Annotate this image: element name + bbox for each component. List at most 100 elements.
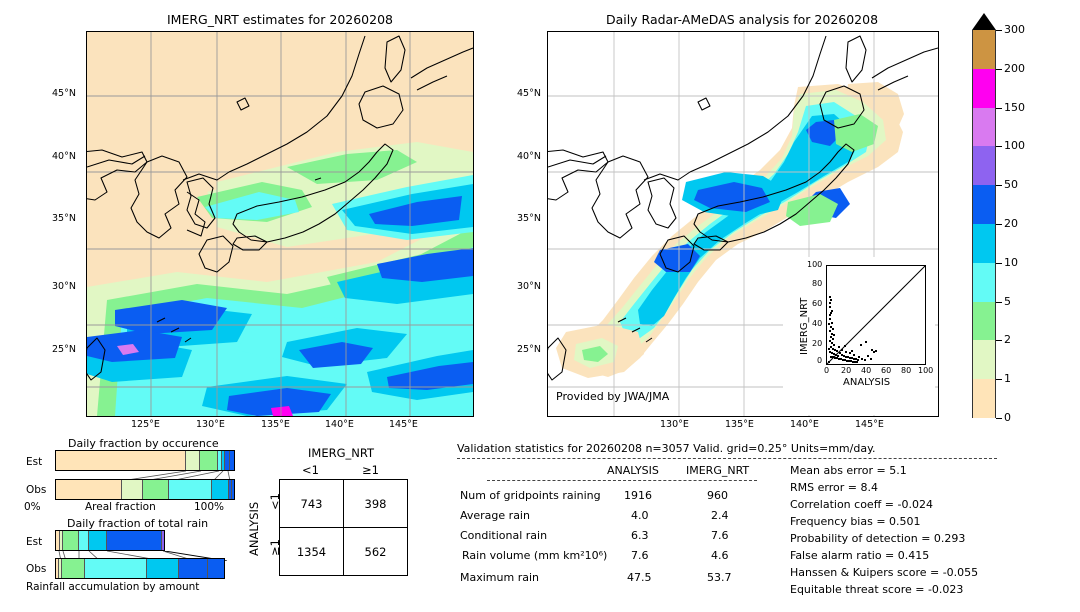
colorbar-tick-mark (996, 262, 1002, 264)
bar-seg-10-20 (89, 531, 107, 550)
colorbar-label-0: 0 (1004, 411, 1011, 424)
validation-col-header-analysis: ANALYSIS (607, 464, 659, 477)
cell-lt1-ge1: 398 (343, 479, 408, 528)
colorbar-seg-300 (972, 30, 996, 69)
validation-row-imerg: 53.7 (707, 571, 732, 584)
scatter-y-tick-100: 100 (807, 260, 823, 269)
colorbar[interactable] (972, 13, 996, 418)
validation-row-label: Rain volume (mm km²10⁶) (462, 549, 608, 562)
right-lon-tick-135: 135°E (725, 419, 754, 430)
colorbar-label-1: 1 (1004, 372, 1011, 386)
colorbar-tick-mark (996, 185, 1002, 187)
right-panel-title: Daily Radar-AMeDAS analysis for 20260208 (605, 12, 879, 27)
total-rain-caption: Rainfall accumulation by amount (26, 581, 200, 593)
validation-divider-top (457, 458, 997, 459)
colorbar-tick-mark (996, 68, 1002, 70)
contingency-table[interactable]: 743 398 1354 562 (279, 479, 408, 576)
scatter-x-tick-40: 40 (861, 366, 872, 375)
colorbar-label-10: 10 (1004, 255, 1018, 269)
score-equitable-threat: Equitable threat score = -0.023 (790, 583, 964, 596)
scatter-x-tick-0: 0 (824, 366, 830, 375)
colorbar-seg-50 (972, 185, 996, 224)
occurrence-est-bar[interactable] (55, 450, 235, 471)
bar-seg-1-2 (121, 480, 144, 499)
scatter-x-tick-100: 100 (918, 366, 934, 375)
colorbar-tick-mark (996, 340, 1002, 342)
map-credit: Provided by JWA/JMA (556, 390, 670, 403)
validation-row-analysis: 7.6 (631, 549, 649, 562)
left-lat-tick-35: 35°N (52, 213, 76, 224)
colorbar-label-100: 100 (1004, 139, 1025, 153)
colorbar-seg-1 (972, 379, 996, 418)
bar-seg-2-5 (62, 559, 85, 578)
imerg-precip-field (87, 32, 473, 416)
validation-row-analysis: 47.5 (627, 571, 652, 584)
bar-seg-0-1 (56, 531, 60, 550)
bar-seg-5-10 (79, 531, 90, 550)
left-panel-title: IMERG_NRT estimates for 20260208 (166, 12, 393, 27)
colorbar-over-arrow (972, 13, 996, 30)
scatter-ylabel: IMERG_NRT (799, 297, 810, 355)
scatter-y-tick-80: 80 (812, 279, 823, 288)
contingency-row-header: ANALYSIS (247, 501, 261, 556)
imerg-map-panel[interactable] (86, 31, 474, 417)
scatter-y-tick-40: 40 (812, 319, 823, 328)
total-rain-chart-title: Daily fraction of total rain (67, 517, 209, 530)
bar-seg-0-1 (56, 480, 122, 499)
validation-row-imerg: 4.6 (711, 549, 729, 562)
right-lat-tick-45: 45°N (517, 88, 541, 99)
validation-row-analysis: 4.0 (631, 509, 649, 522)
table-row: 1354 562 (279, 527, 408, 576)
scatter-x-tick-60: 60 (881, 366, 892, 375)
bar-seg-2-5 (200, 451, 219, 470)
validation-divider-mid (487, 480, 757, 481)
bar-seg-50plus (229, 451, 234, 470)
scatter-inset[interactable]: 100 80 60 40 20 0 0 20 40 60 80 100 ANAL… (783, 257, 935, 415)
bar-seg-50plus (207, 559, 224, 578)
radar-amedas-map-panel[interactable]: 100 80 60 40 20 0 0 20 40 60 80 100 ANAL… (547, 31, 939, 417)
score-rms-error: RMS error = 8.4 (790, 481, 878, 494)
bar-seg-5-10 (84, 559, 148, 578)
score-frequency-bias: Frequency bias = 0.501 (790, 515, 921, 528)
right-lon-tick-130: 130°E (660, 419, 689, 430)
scatter-y-tick-0: 0 (817, 356, 823, 365)
occurrence-est-label: Est (26, 456, 43, 468)
scatter-y-tick-60: 60 (812, 299, 823, 308)
left-lon-tick-140: 140°E (325, 419, 354, 430)
left-lat-tick-25: 25°N (52, 344, 76, 355)
colorbar-seg-2 (972, 340, 996, 380)
colorbar-tick-mark (996, 224, 1002, 225)
bar-seg-0-1 (56, 559, 59, 578)
occurrence-obs-bar[interactable] (55, 479, 235, 500)
colorbar-label-300: 300 (1004, 23, 1025, 36)
contingency-col-header: IMERG_NRT (308, 446, 375, 460)
score-probability-of-detection: Probability of detection = 0.293 (790, 532, 966, 545)
colorbar-seg-20 (972, 224, 996, 263)
left-lon-tick-135: 135°E (261, 419, 290, 430)
right-lon-tick-140: 140°E (790, 419, 819, 430)
bar-seg-50plus (161, 531, 164, 550)
total-rain-obs-bar[interactable] (55, 558, 225, 579)
occurrence-obs-label: Obs (26, 484, 47, 496)
validation-heading: Validation statistics for 20260208 n=305… (457, 442, 876, 455)
right-lon-tick-145: 145°E (855, 419, 884, 430)
bar-seg-20-50 (179, 559, 208, 578)
score-mean-abs-error: Mean abs error = 5.1 (790, 464, 907, 477)
occurrence-chart-title: Daily fraction by occurence (68, 437, 219, 450)
bar-seg-20-50 (225, 451, 230, 470)
radar-precip-field (548, 32, 938, 416)
cell-ge1-lt1: 1354 (279, 527, 344, 576)
right-lat-tick-40: 40°N (517, 151, 541, 162)
scatter-x-tick-20: 20 (841, 366, 852, 375)
colorbar-seg-10 (972, 262, 996, 302)
total-rain-est-bar[interactable] (55, 530, 165, 551)
bar-seg-10-20 (222, 451, 226, 470)
bar-seg-20-50 (228, 480, 233, 499)
colorbar-seg-100 (972, 146, 996, 186)
scatter-y-tick-20: 20 (812, 339, 823, 348)
bar-seg-50plus (232, 480, 234, 499)
left-lon-tick-125: 125°E (131, 419, 160, 430)
bar-seg-20-50 (106, 531, 162, 550)
bar-seg-2-5 (143, 480, 170, 499)
score-false-alarm-ratio: False alarm ratio = 0.415 (790, 549, 930, 562)
